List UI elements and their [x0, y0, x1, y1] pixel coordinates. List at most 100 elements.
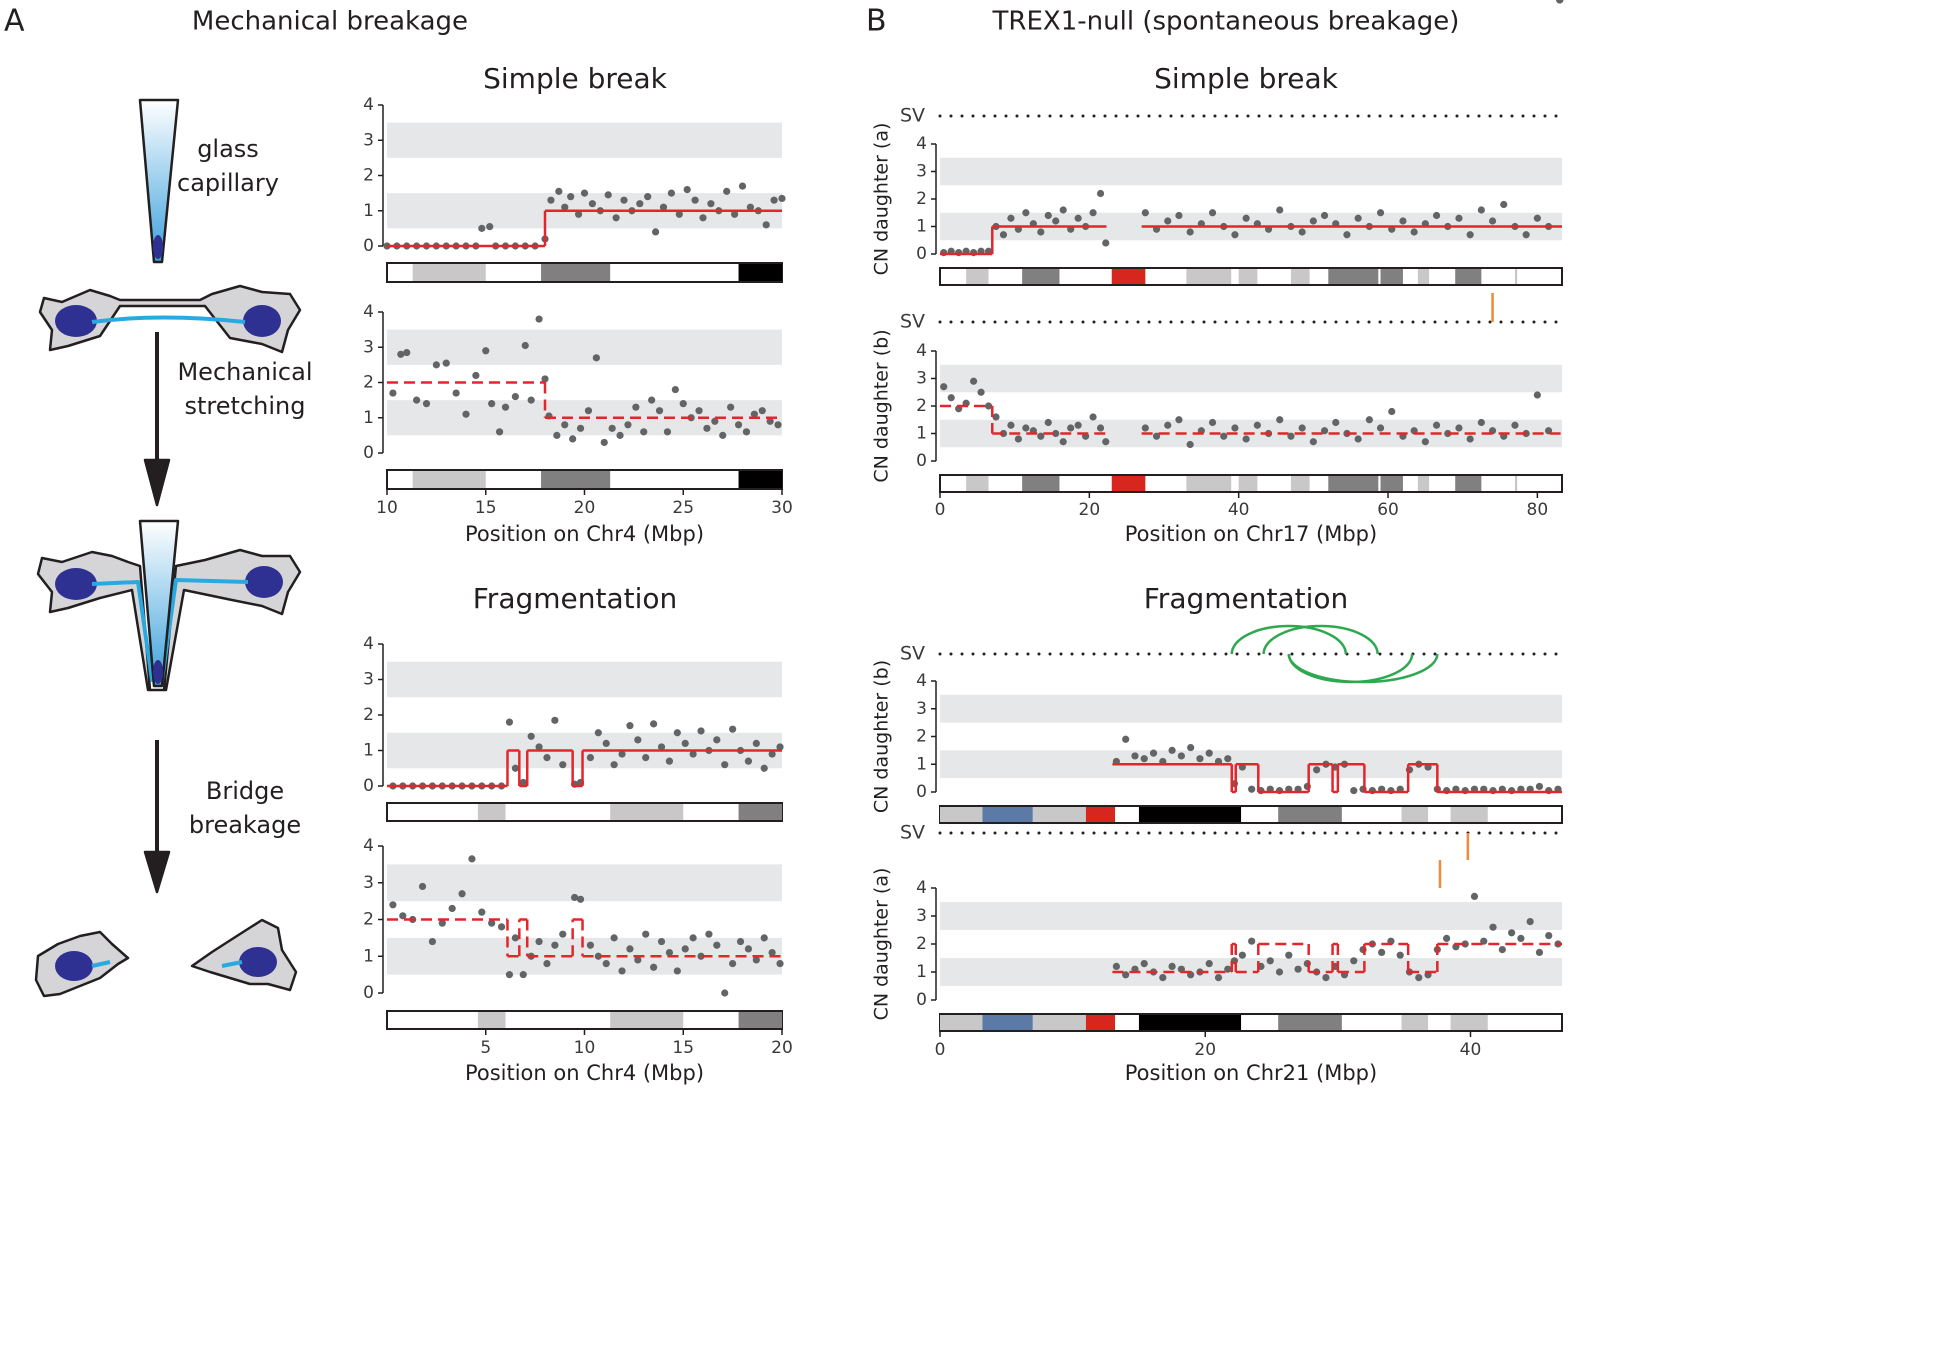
data-point — [760, 934, 768, 942]
data-point — [744, 945, 753, 953]
y-tick-label: 3 — [916, 162, 927, 182]
y-tick-label: 3 — [363, 670, 374, 690]
data-point — [511, 934, 519, 942]
data-point — [1343, 231, 1351, 239]
data-point — [422, 400, 431, 408]
data-point — [1007, 214, 1015, 222]
data-point — [569, 435, 577, 443]
data-point — [999, 429, 1008, 438]
data-point — [413, 396, 421, 404]
x-tick-label: 20 — [574, 498, 596, 518]
data-point — [1432, 211, 1441, 220]
data-point — [1152, 432, 1161, 440]
arrow-head — [143, 850, 171, 894]
cn-band — [387, 864, 782, 902]
data-point — [650, 720, 658, 728]
ideogram-band — [1085, 1015, 1116, 1030]
data-point — [553, 431, 561, 439]
data-point — [634, 736, 642, 744]
sv-arc — [1287, 653, 1439, 683]
y-tick-label: 3 — [363, 873, 374, 893]
x-axis-title: Position on Chr4 (Mbp) — [465, 1061, 704, 1085]
data-point — [719, 431, 727, 439]
data-point — [738, 182, 747, 190]
cn-band — [940, 157, 1562, 186]
data-point — [1313, 766, 1321, 774]
data-point — [1164, 217, 1172, 225]
data-point — [1275, 968, 1284, 976]
data-point — [448, 904, 456, 913]
data-point — [1022, 424, 1030, 432]
ideogram-band — [1328, 269, 1379, 284]
data-point — [977, 388, 985, 396]
data-point — [1248, 937, 1256, 945]
data-point — [1122, 735, 1130, 743]
data-point — [1276, 206, 1284, 214]
data-point — [695, 407, 703, 415]
data-point — [1102, 239, 1110, 247]
bridge — [91, 315, 246, 324]
data-point — [1168, 962, 1176, 971]
data-point — [588, 200, 597, 208]
ideogram-band — [610, 1012, 684, 1028]
data-point — [752, 956, 760, 964]
data-point — [1498, 946, 1506, 954]
data-point — [632, 403, 640, 411]
data-point — [1187, 744, 1195, 752]
ideogram-band — [541, 264, 611, 281]
data-point — [1096, 189, 1105, 198]
data-point — [495, 428, 504, 436]
ideogram-band — [1085, 807, 1116, 822]
ideogram-band — [1022, 476, 1060, 491]
bridge — [221, 960, 243, 968]
data-point — [1388, 407, 1396, 416]
data-point — [729, 725, 737, 733]
data-point — [602, 960, 610, 968]
data-point — [681, 945, 689, 953]
data-point — [1102, 438, 1110, 446]
data-point — [505, 718, 514, 726]
data-point — [1242, 214, 1250, 222]
ideogram-band — [477, 804, 506, 820]
data-point — [1287, 432, 1295, 440]
y-tick-label: 4 — [916, 341, 927, 361]
data-point — [497, 923, 506, 931]
nucleus — [55, 305, 97, 337]
data-point — [766, 417, 774, 425]
data-point — [713, 736, 721, 744]
ideogram-band — [1238, 476, 1258, 491]
data-point — [571, 893, 579, 902]
data-point — [1309, 217, 1317, 225]
diagram — [34, 98, 302, 998]
data-point — [1309, 438, 1317, 446]
data-point — [1466, 435, 1474, 443]
y-tick-label: 1 — [916, 424, 927, 444]
data-point — [559, 930, 567, 938]
x-tick-label: 0 — [935, 500, 946, 520]
data-point — [750, 410, 758, 418]
y-tick-label: 0 — [363, 776, 374, 796]
data-point — [1067, 424, 1075, 432]
data-point — [610, 934, 618, 942]
diagram-label: glass — [197, 135, 259, 163]
data-point — [1186, 228, 1194, 236]
data-point — [543, 754, 551, 762]
data-point — [713, 941, 721, 949]
data-point — [547, 196, 555, 204]
data-point — [1037, 228, 1045, 236]
data-point — [947, 394, 955, 402]
data-point — [543, 960, 551, 968]
cn-band — [940, 958, 1562, 986]
section-title: Simple break — [1154, 62, 1339, 95]
data-point — [602, 739, 610, 748]
data-point — [1253, 421, 1261, 429]
x-tick-label: 25 — [672, 498, 694, 518]
ideogram-band — [1290, 269, 1310, 284]
sv-arc — [1230, 624, 1348, 655]
data-point — [1285, 951, 1293, 959]
data-point — [1089, 413, 1097, 421]
ideogram-band — [1111, 476, 1146, 491]
data-point — [1455, 424, 1463, 432]
y-tick-label: 3 — [363, 130, 374, 150]
data-point — [1196, 755, 1204, 763]
